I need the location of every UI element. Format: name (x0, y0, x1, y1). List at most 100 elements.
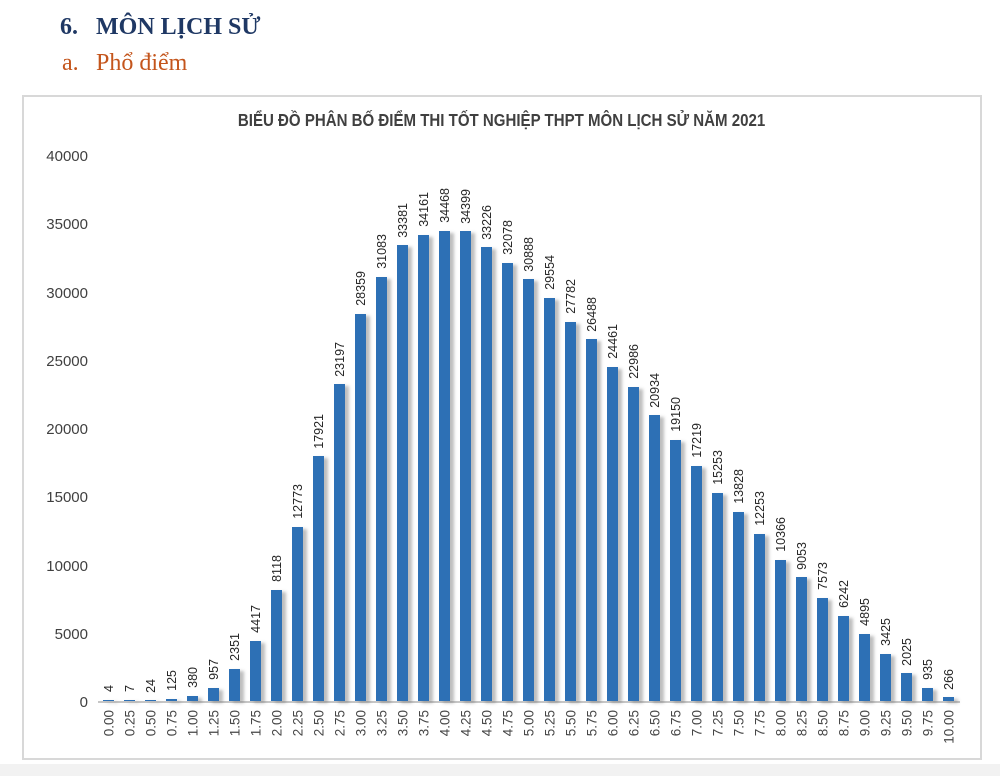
bar (754, 533, 765, 701)
bar (922, 688, 933, 701)
bar-slot: 34161 3.75 (413, 157, 434, 736)
bar-slot: 7573 8.50 (812, 157, 833, 736)
bar (481, 247, 492, 701)
bar-slot: 24461 6.00 (602, 157, 623, 736)
x-tick-label: 3.75 (415, 710, 431, 737)
page-bottom-strip (0, 764, 1000, 776)
x-tick-label: 3.25 (373, 710, 389, 737)
x-tick-label: 2.00 (268, 710, 284, 737)
y-tick-label: 10000 (46, 557, 88, 575)
bar-value-label: 31083 (374, 233, 389, 269)
bar-value-label: 30888 (521, 236, 536, 272)
bar-slot: 30888 5.00 (518, 157, 539, 737)
bar-value-label: 34399 (458, 188, 473, 224)
bar (145, 700, 156, 701)
x-tick-label: 10.00 (940, 710, 956, 744)
bar (376, 276, 387, 701)
bar-slot: 33226 4.50 (476, 157, 497, 737)
x-tick-label: 6.75 (667, 710, 683, 737)
bar-value-label: 957 (206, 659, 221, 680)
bar-slot: 125 0.75 (161, 157, 182, 736)
subsection-heading: a. Phổ điểm (62, 50, 187, 77)
bar-value-label: 26488 (584, 296, 599, 332)
bar (418, 234, 429, 701)
bar-value-label: 29554 (542, 254, 557, 290)
bar-value-label: 12773 (290, 483, 305, 519)
bar-value-label: 2025 (899, 637, 914, 666)
x-tick-label: 5.50 (562, 710, 578, 737)
bar-value-label: 33226 (479, 204, 494, 240)
x-tick-label: 8.50 (814, 710, 830, 737)
bar-slot: 34399 4.25 (455, 157, 476, 737)
bar-value-label: 8118 (269, 555, 284, 583)
bar-value-label: 13828 (731, 469, 746, 505)
bar (502, 263, 513, 701)
x-tick-label: 1.25 (205, 710, 221, 737)
bar-value-label: 125 (164, 670, 179, 692)
subsection-letter: a. (62, 50, 79, 76)
bar-value-label: 34161 (416, 191, 431, 227)
bar (796, 577, 807, 701)
x-tick-label: 0.25 (121, 710, 137, 737)
x-tick-label: 7.00 (688, 710, 704, 737)
x-tick-label: 5.00 (520, 710, 536, 737)
subsection-title: Phổ điểm (96, 50, 188, 76)
bar-value-label: 2351 (227, 633, 242, 661)
bar-value-label: 20934 (647, 372, 662, 408)
x-tick-label: 0.00 (100, 710, 116, 737)
bar-slot: 957 1.25 (203, 157, 224, 736)
bar-slot: 3425 9.25 (875, 157, 896, 736)
y-tick-label: 30000 (46, 284, 88, 302)
x-tick-label: 2.25 (289, 710, 305, 737)
x-tick-label: 7.50 (730, 710, 746, 737)
bar-slot: 20934 6.50 (644, 157, 665, 737)
bar (607, 367, 618, 701)
bar-slot: 28359 3.00 (350, 157, 371, 736)
bar (271, 590, 282, 701)
bar-slot: 4895 9.00 (854, 157, 875, 736)
bar (124, 700, 135, 701)
bar (859, 634, 870, 701)
bar-value-label: 4 (101, 685, 116, 693)
bar-slot: 15253 7.25 (707, 157, 728, 736)
bar-slot: 22986 6.25 (623, 157, 644, 736)
y-tick-label: 25000 (46, 352, 88, 370)
y-tick-label: 40000 (46, 148, 88, 165)
bar-slot: 380 1.00 (182, 157, 203, 736)
bar-slot: 29554 5.25 (539, 157, 560, 736)
x-tick-label: 1.75 (247, 710, 263, 737)
bar-slot: 24 0.50 (140, 157, 161, 737)
bar (334, 384, 345, 701)
bar-slot: 2351 1.50 (224, 157, 245, 736)
bar-slot: 10366 8.00 (770, 157, 791, 737)
x-tick-label: 7.25 (709, 710, 725, 737)
score-distribution-chart: BIỂU ĐỒ PHÂN BỐ ĐIỂM THI TỐT NGHIỆP THPT… (22, 95, 982, 760)
bar-slot: 23197 2.75 (329, 157, 350, 737)
y-tick-label: 15000 (46, 489, 88, 507)
bar-value-label: 17921 (311, 413, 326, 449)
x-tick-label: 5.25 (541, 710, 557, 737)
bar-value-label: 19150 (668, 396, 683, 432)
y-tick-label: 0 (79, 694, 88, 711)
bar (775, 559, 786, 701)
bar-slot: 9053 8.25 (791, 157, 812, 737)
bar-value-label: 380 (185, 666, 200, 688)
bar-slot: 27782 5.50 (560, 157, 581, 736)
bar (397, 245, 408, 701)
x-tick-label: 2.75 (331, 710, 347, 737)
x-tick-label: 4.50 (478, 710, 494, 737)
bar (565, 321, 576, 701)
y-tick-label: 35000 (46, 216, 88, 234)
bar-slot: 8118 2.00 (266, 157, 287, 736)
bar (460, 231, 471, 701)
x-tick-label: 6.25 (625, 710, 641, 737)
x-tick-label: 4.75 (499, 710, 515, 737)
bar (691, 465, 702, 701)
x-tick-label: 9.75 (919, 710, 935, 737)
bar-value-label: 4417 (248, 604, 263, 633)
y-tick-label: 5000 (54, 625, 88, 643)
bar (208, 687, 219, 701)
x-tick-label: 6.50 (646, 710, 662, 737)
bar-value-label: 22986 (626, 344, 641, 380)
bar (355, 313, 366, 701)
